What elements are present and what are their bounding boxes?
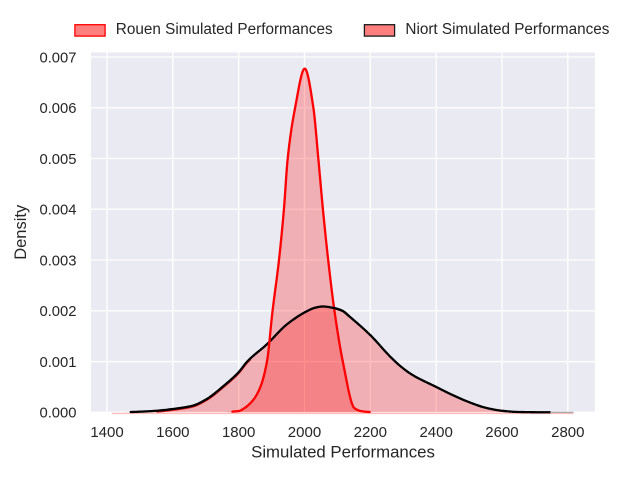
- svg-text:0.000: 0.000: [39, 406, 76, 422]
- svg-text:0.004: 0.004: [39, 203, 76, 219]
- svg-text:0.007: 0.007: [39, 50, 76, 66]
- svg-text:1800: 1800: [222, 424, 255, 441]
- svg-text:Simulated Performances: Simulated Performances: [251, 443, 435, 462]
- svg-text:0.002: 0.002: [39, 304, 76, 320]
- svg-text:Niort Simulated Performances: Niort Simulated Performances: [405, 21, 609, 38]
- svg-text:2400: 2400: [419, 424, 452, 441]
- svg-text:1600: 1600: [156, 424, 189, 441]
- svg-text:Density: Density: [12, 204, 30, 260]
- svg-text:Rouen Simulated Performances: Rouen Simulated Performances: [116, 21, 333, 38]
- svg-text:0.003: 0.003: [39, 253, 76, 269]
- svg-text:2800: 2800: [551, 424, 584, 441]
- svg-text:2200: 2200: [354, 424, 387, 441]
- svg-text:1400: 1400: [90, 424, 123, 441]
- svg-text:0.006: 0.006: [39, 101, 76, 117]
- svg-text:0.001: 0.001: [39, 355, 76, 371]
- svg-text:0.005: 0.005: [39, 152, 76, 168]
- svg-text:2600: 2600: [485, 424, 518, 441]
- svg-text:2000: 2000: [288, 424, 321, 441]
